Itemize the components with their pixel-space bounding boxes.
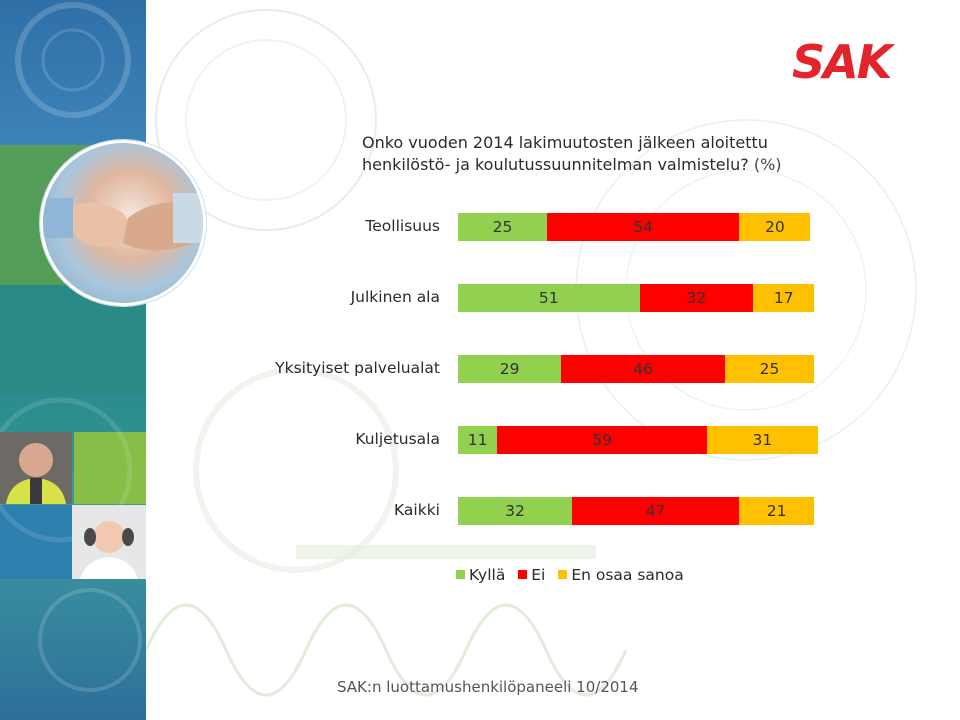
decorative-left-strip <box>0 0 146 720</box>
category-label: Kaikki <box>394 501 440 519</box>
data-label-ei: 54 <box>633 218 653 236</box>
legend-label-en-osaa-sanoa: En osaa sanoa <box>571 566 684 584</box>
bar-segment-en-osaa-sanoa <box>739 497 814 525</box>
bar-segment-kylla <box>458 497 572 525</box>
category-label: Julkinen ala <box>350 288 440 306</box>
bar-segment-ei <box>497 426 708 454</box>
strip-gear-pattern <box>0 2 142 692</box>
bar-segment-ei <box>561 355 725 383</box>
chart-title: Onko vuoden 2014 lakimuutosten jälkeen a… <box>362 132 922 176</box>
bar-segment-kylla <box>458 284 640 312</box>
bar-segment-ei <box>639 284 754 312</box>
legend-label-ei: Ei <box>531 566 546 584</box>
data-label-ei: 47 <box>645 502 666 520</box>
data-label-en-osaa-sanoa: 20 <box>764 218 785 236</box>
data-label-en-osaa-sanoa: 25 <box>759 360 780 378</box>
bar-segment-ei <box>571 497 740 525</box>
legend-item-kylla: Kyllä <box>456 566 505 584</box>
chart-legend: Kyllä Ei En osaa sanoa <box>456 566 692 584</box>
data-label-en-osaa-sanoa: 21 <box>766 502 787 520</box>
data-label-kylla: 11 <box>467 431 488 449</box>
data-label-en-osaa-sanoa: 17 <box>773 289 794 307</box>
data-label-en-osaa-sanoa: 31 <box>752 431 773 449</box>
category-label: Teollisuus <box>365 217 440 235</box>
legend-item-en-osaa-sanoa: En osaa sanoa <box>558 566 684 584</box>
legend-label-kylla: Kyllä <box>469 566 506 584</box>
category-label: Yksityiset palvelualat <box>275 359 440 377</box>
sak-logo: SAK <box>792 36 898 86</box>
data-label-ei: 59 <box>592 431 613 449</box>
bar-segment-en-osaa-sanoa <box>725 355 814 383</box>
strip-lime-block <box>74 432 146 504</box>
data-label-ei: 46 <box>633 360 653 378</box>
worker-photo-bald-man <box>0 432 72 504</box>
category-label: Kuljetusala <box>355 430 440 448</box>
legend-swatch-ei <box>518 570 528 579</box>
bar-segment-kylla <box>458 426 498 454</box>
bar-segment-kylla <box>458 355 562 383</box>
legend-swatch-kylla <box>456 570 465 579</box>
bar-segment-en-osaa-sanoa <box>707 426 818 454</box>
chart-title-line-1: Onko vuoden 2014 lakimuutosten jälkeen a… <box>362 133 768 152</box>
data-label-kylla: 25 <box>492 218 513 236</box>
decorative-background <box>146 9 917 697</box>
bar-segment-en-osaa-sanoa <box>739 213 811 241</box>
worker-image-1 <box>6 443 66 504</box>
bar-segment-ei <box>547 213 740 241</box>
footer-source: SAK:n luottamushenkilöpaneeli 10/2014 <box>337 678 639 696</box>
bar-segment-kylla <box>458 213 547 241</box>
legend-item-ei: Ei <box>518 566 545 584</box>
chart-title-line-2: henkilöstö- ja koulutussuunnitelman valm… <box>362 155 749 174</box>
data-label-kylla: 29 <box>499 360 520 378</box>
handshake-photo <box>40 140 206 306</box>
data-label-kylla: 32 <box>505 502 525 520</box>
strip-blue-block <box>0 505 72 579</box>
data-label-kylla: 51 <box>538 289 559 307</box>
legend-swatch-en-osaa-sanoa <box>558 570 568 579</box>
bar-segment-en-osaa-sanoa <box>753 284 814 312</box>
chart-unit: (%) <box>753 155 782 174</box>
worker-photo-woman-earmuffs <box>72 505 146 579</box>
data-label-ei: 32 <box>686 289 707 307</box>
sak-logo-text: SAK <box>792 36 896 86</box>
handshake-image <box>43 193 203 251</box>
worker-image-2 <box>80 515 138 579</box>
